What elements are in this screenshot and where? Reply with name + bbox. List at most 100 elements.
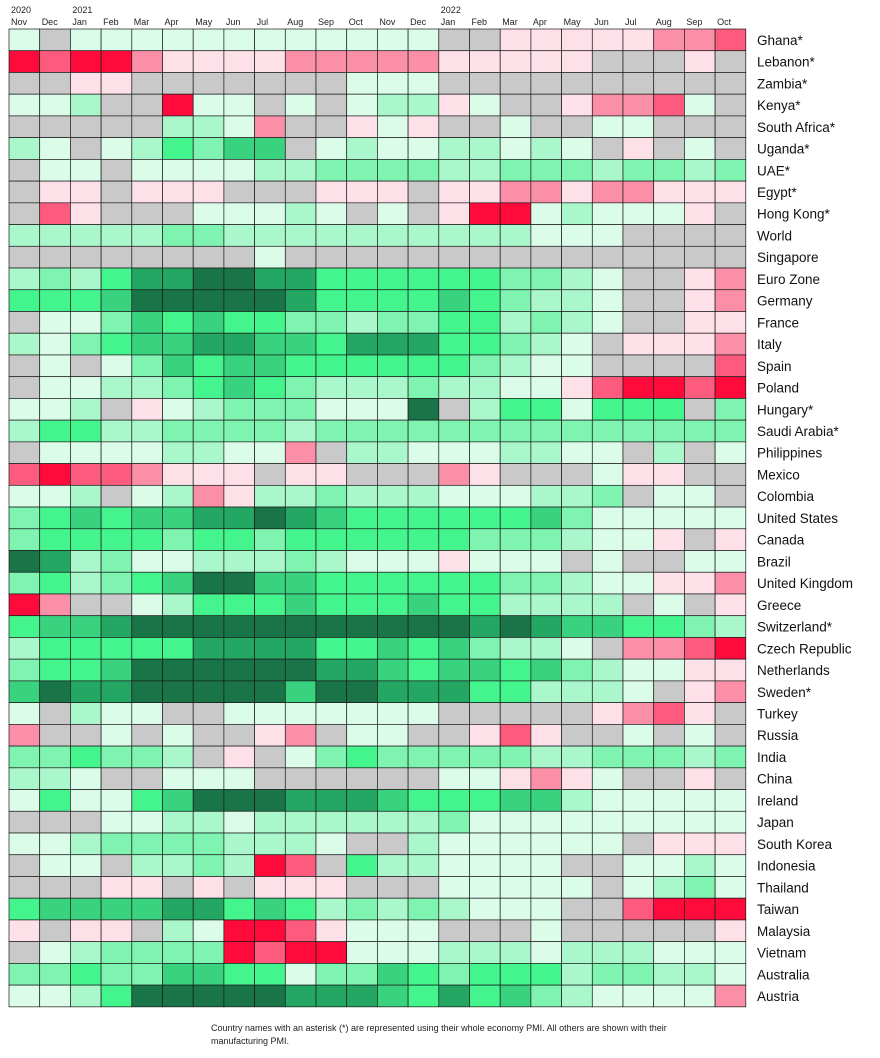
heatmap-cell — [70, 484, 102, 508]
heatmap-cell — [8, 202, 41, 225]
heatmap-cell — [100, 332, 133, 356]
heatmap-cell — [192, 506, 225, 530]
heatmap-cell — [499, 289, 532, 312]
heatmap-cell — [131, 289, 163, 312]
heatmap-cell — [684, 658, 716, 682]
country-label: Indonesia — [757, 859, 816, 874]
heatmap-cell — [8, 419, 41, 443]
heatmap-cell — [377, 550, 409, 573]
heatmap-cell — [39, 267, 71, 291]
heatmap-cell — [684, 289, 716, 312]
heatmap-cell — [223, 267, 255, 291]
heatmap-cell — [438, 571, 470, 595]
heatmap-cell — [192, 245, 225, 269]
heatmap-cell — [377, 702, 409, 725]
heatmap-cell — [622, 398, 655, 421]
heatmap-cell — [622, 354, 655, 378]
heatmap-cell — [469, 963, 501, 986]
heatmap-cell — [653, 441, 685, 464]
heatmap-cell — [530, 702, 562, 725]
year-labels: 2020 2021 2022 — [11, 5, 461, 15]
heatmap-cell — [714, 506, 747, 530]
heatmap-cell — [192, 810, 225, 834]
heatmap-cell — [284, 767, 317, 790]
heatmap-cell — [653, 550, 685, 573]
heatmap-cell — [561, 441, 593, 464]
heatmap-cell — [284, 28, 317, 52]
heatmap-cell — [346, 180, 378, 204]
heatmap-cell — [653, 376, 685, 399]
heatmap-cell — [561, 354, 593, 378]
heatmap-cell — [131, 72, 163, 95]
heatmap-cell — [561, 28, 593, 52]
heatmap-cell — [561, 267, 593, 291]
heatmap-cell — [39, 984, 71, 1008]
heatmap-cell — [254, 28, 286, 52]
heatmap-cell — [530, 115, 562, 138]
heatmap-cell — [8, 745, 41, 769]
heatmap-cell — [684, 528, 716, 551]
heatmap-cell — [284, 528, 317, 551]
heatmap-cell — [192, 289, 225, 312]
heatmap-cell — [469, 702, 501, 725]
heatmap-cell — [622, 832, 655, 856]
heatmap-cell — [591, 810, 624, 834]
heatmap-cell — [530, 267, 562, 291]
heatmap-cell — [622, 484, 655, 508]
country-label: Italy — [757, 337, 782, 352]
month-label: Sep — [686, 17, 702, 27]
heatmap-cell — [39, 658, 71, 682]
heatmap-cell — [714, 637, 747, 660]
heatmap-cell — [530, 419, 562, 443]
country-label: Australia — [757, 967, 810, 982]
heatmap-cell — [469, 789, 501, 812]
heatmap-cell — [684, 854, 716, 877]
heatmap-cell — [284, 180, 317, 204]
heatmap-cell — [100, 180, 133, 204]
heatmap-cell — [469, 441, 501, 464]
heatmap-cell — [469, 376, 501, 399]
heatmap-cell — [714, 180, 747, 204]
heatmap-cell — [100, 289, 133, 312]
heatmap-cell — [131, 810, 163, 834]
heatmap-cell — [591, 528, 624, 551]
heatmap-cell — [131, 832, 163, 856]
heatmap-cell — [100, 680, 133, 703]
heatmap-cell — [438, 180, 470, 204]
heatmap-cell — [100, 202, 133, 225]
heatmap-cell — [714, 332, 747, 356]
heatmap-cell — [223, 180, 255, 204]
heatmap-cell — [8, 963, 41, 986]
heatmap-cell — [622, 680, 655, 703]
heatmap-cell — [499, 637, 532, 660]
heatmap-cell — [438, 115, 470, 138]
heatmap-cell — [39, 484, 71, 508]
heatmap-cell — [192, 50, 225, 73]
heatmap-cell — [530, 463, 562, 486]
heatmap-cell — [561, 311, 593, 334]
heatmap-cell — [530, 593, 562, 617]
heatmap-cell — [223, 615, 255, 638]
heatmap-cell — [622, 289, 655, 312]
heatmap-cell — [8, 224, 41, 247]
heatmap-cell — [8, 72, 41, 95]
heatmap-cell — [192, 463, 225, 486]
heatmap-cell — [223, 941, 255, 964]
heatmap-cell — [39, 810, 71, 834]
heatmap-cell — [622, 789, 655, 812]
heatmap-cell — [653, 876, 685, 899]
heatmap-cell — [530, 180, 562, 204]
heatmap-cell — [377, 50, 409, 73]
heatmap-cell — [591, 311, 624, 334]
country-label: Czech Republic — [757, 641, 852, 656]
heatmap-cell — [591, 745, 624, 769]
heatmap-cell — [192, 724, 225, 747]
heatmap-cell — [39, 876, 71, 899]
heatmap-cell — [653, 180, 685, 204]
heatmap-cell — [499, 963, 532, 986]
heatmap-cell — [131, 637, 163, 660]
heatmap-cell — [284, 376, 317, 399]
heatmap-cell — [39, 528, 71, 551]
heatmap-cell — [499, 789, 532, 812]
heatmap-cell — [530, 897, 562, 921]
